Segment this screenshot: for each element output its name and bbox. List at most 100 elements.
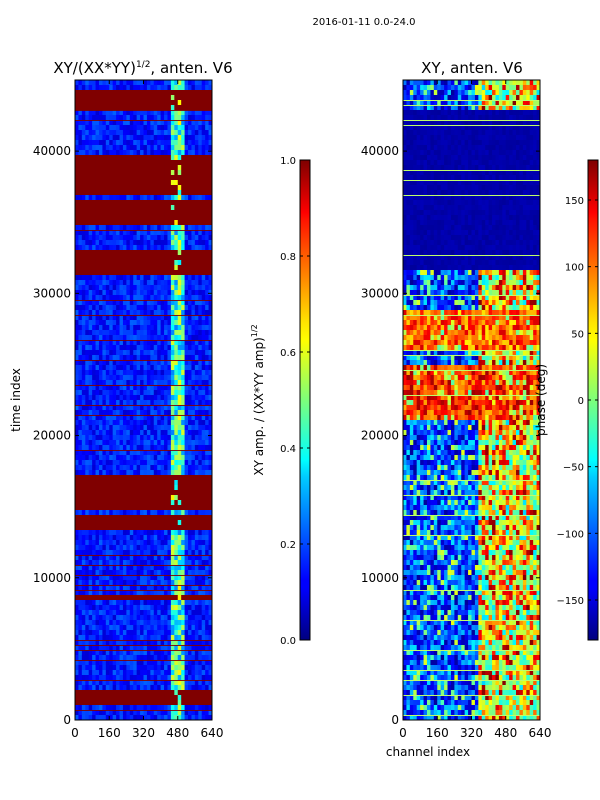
amp-cell — [116, 90, 120, 96]
amp-cell — [208, 350, 212, 356]
amp-cell — [184, 175, 189, 181]
amp-cell — [174, 325, 179, 331]
amp-cell — [105, 650, 110, 656]
amp-cell — [181, 590, 185, 596]
amp-cell — [98, 245, 103, 251]
amp-cell — [177, 155, 182, 161]
amp-cell — [85, 655, 90, 661]
amp-cell — [122, 405, 127, 411]
amp-cell — [85, 445, 90, 451]
amp-cell — [164, 530, 168, 536]
amp-cell — [105, 205, 110, 211]
amp-cell — [160, 640, 165, 646]
amp-cell — [122, 450, 127, 456]
amp-cell — [112, 395, 117, 401]
amp-cell — [208, 200, 212, 206]
amp-cell — [150, 300, 155, 306]
amp-cell — [205, 220, 209, 226]
amp-cell — [88, 190, 93, 196]
amp-cell — [153, 560, 158, 566]
amp-cell — [112, 105, 117, 111]
amp-cell — [88, 530, 93, 536]
amp-cell — [170, 515, 175, 521]
amp-cell — [194, 640, 199, 646]
amp-cell — [92, 195, 96, 201]
amp-cell — [191, 220, 196, 226]
amp-cell — [194, 85, 199, 91]
amp-cell — [119, 135, 124, 141]
amp-cell — [85, 625, 90, 631]
amp-cell — [133, 380, 138, 386]
amp-cell — [112, 495, 117, 501]
amp-cell — [133, 640, 138, 646]
amp-cell — [136, 390, 141, 396]
amp-cell — [181, 380, 185, 386]
amp-cell — [116, 390, 120, 396]
amp-cell — [81, 265, 86, 271]
amp-cell — [191, 680, 196, 686]
amp-cell — [95, 195, 100, 201]
amp-cell — [126, 600, 131, 606]
amp-cell — [122, 690, 127, 696]
amp-cell — [191, 340, 196, 346]
amp-cell — [184, 370, 189, 376]
amp-cell — [205, 290, 209, 296]
amp-cell — [143, 580, 148, 586]
amp-cell — [105, 285, 110, 291]
amp-cell — [105, 500, 110, 506]
amp-cell — [201, 400, 206, 406]
amp-cell — [150, 295, 155, 301]
amp-cell — [129, 310, 134, 316]
amp-cell — [112, 120, 117, 126]
amp-cell — [119, 655, 124, 661]
amp-cell — [126, 545, 131, 551]
amp-cell — [116, 400, 120, 406]
amp-cell — [102, 430, 107, 436]
amp-cell — [105, 220, 110, 226]
amp-cell — [95, 440, 100, 446]
amp-cell — [92, 670, 96, 676]
amp-cell — [167, 585, 172, 591]
amp-cell — [184, 600, 189, 606]
amp-cell — [160, 475, 165, 481]
amp-cell — [205, 480, 209, 486]
amp-cell — [160, 250, 165, 256]
amp-cell — [150, 570, 155, 576]
amp-cell — [184, 500, 189, 506]
amp-cell — [160, 670, 165, 676]
amp-cell — [160, 505, 165, 511]
amp-cell — [170, 495, 175, 501]
amp-cell — [122, 215, 127, 221]
amp-cell — [201, 185, 206, 191]
amp-cell — [150, 450, 155, 456]
amp-cell — [122, 600, 127, 606]
amp-cell — [184, 655, 189, 661]
amp-cell — [174, 180, 179, 186]
amp-cell — [116, 115, 120, 121]
amp-cell — [143, 225, 148, 231]
amp-cell — [126, 350, 131, 356]
amp-cell — [81, 205, 86, 211]
amp-cell — [126, 100, 131, 106]
amp-cell — [150, 305, 155, 311]
amp-cell — [153, 220, 158, 226]
amp-cell — [167, 465, 172, 471]
amp-cell — [164, 545, 168, 551]
amp-cell — [116, 525, 120, 531]
amp-cell — [181, 560, 185, 566]
amp-cell — [160, 175, 165, 181]
amp-cell — [170, 170, 175, 176]
amp-cell — [191, 695, 196, 701]
amp-cell — [126, 565, 131, 571]
amp-cell — [146, 135, 151, 141]
amp-cell — [205, 170, 209, 176]
amp-cell — [88, 690, 93, 696]
amp-cell — [88, 180, 93, 186]
amp-cell — [126, 155, 131, 161]
amp-cell — [177, 645, 182, 651]
amp-cell — [143, 520, 148, 526]
amp-cell — [133, 130, 138, 136]
amp-cell — [136, 370, 141, 376]
amp-cell — [122, 160, 127, 166]
amp-cell — [181, 500, 185, 506]
